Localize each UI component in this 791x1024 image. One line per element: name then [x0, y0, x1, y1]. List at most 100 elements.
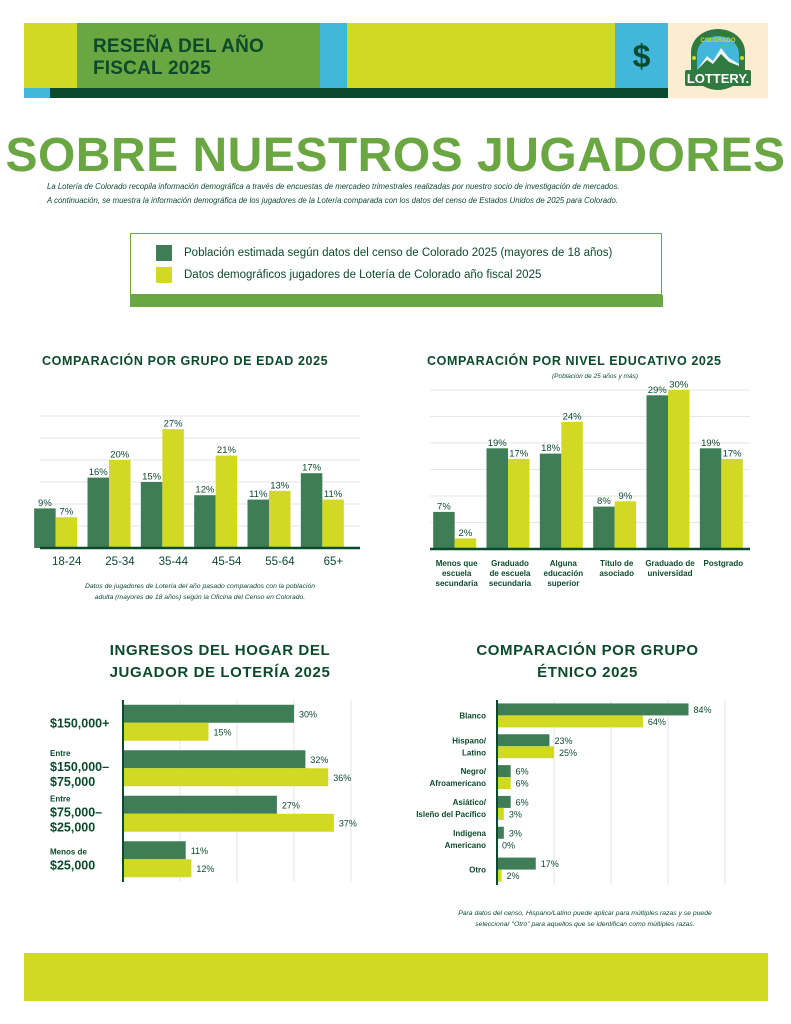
- income-chart-title: INGRESOS DEL HOGAR DEL JUGADOR DE LOTERÍ…: [30, 640, 410, 684]
- bar-census: [539, 453, 562, 549]
- category-label: Negro/: [461, 767, 487, 776]
- ethnic-chart-title: COMPARACIÓN POR GRUPO ÉTNICO 2025: [400, 640, 775, 684]
- data-label: 19%: [488, 438, 508, 449]
- bar-players: [215, 455, 238, 548]
- category-label: $25,000: [50, 858, 95, 872]
- data-label: 21%: [217, 445, 237, 456]
- data-label: 23%: [554, 736, 572, 746]
- bar-players: [497, 746, 554, 759]
- bar-players: [497, 807, 504, 820]
- category-label: 55-64: [265, 556, 295, 568]
- bar-players: [162, 429, 184, 548]
- legend-bottom-bar: [130, 295, 663, 307]
- data-label: 30%: [669, 380, 689, 391]
- age-chart: 9% 7% 18-24 16%20% 25-34 15% 27% 35-44 12% 21% 45-…: [34, 415, 360, 568]
- category-label: educación: [544, 569, 584, 578]
- bar-census: [646, 395, 668, 549]
- ethnic-note-line1: Para datos del censo, Hispano/Latino pue…: [458, 910, 712, 917]
- age-chart-title: COMPARACIÓN POR GRUPO DE EDAD 2025: [42, 354, 329, 368]
- bar-players: [614, 501, 637, 549]
- intro-line1: La Lotería de Colorado recopila informac…: [47, 182, 620, 191]
- bar-census: [497, 826, 504, 839]
- data-label: 17%: [723, 448, 743, 459]
- bar-census: [300, 473, 323, 548]
- data-label: 0%: [502, 840, 515, 850]
- bar-census: [123, 704, 294, 723]
- bar-census: [194, 495, 216, 548]
- category-label: 65+: [324, 556, 344, 568]
- legend-item-census: Población estimada según datos del censo…: [156, 245, 612, 261]
- legend: Población estimada según datos del censo…: [130, 233, 662, 295]
- category-label: 45-54: [212, 556, 242, 568]
- category-label: Graduado de: [645, 559, 695, 568]
- legend-label-census: Población estimada según datos del censo…: [184, 247, 613, 259]
- data-label: 17%: [509, 448, 529, 459]
- bar-players: [123, 722, 209, 741]
- header-title-block: [77, 23, 320, 88]
- header-block-yellow-wide: [347, 23, 615, 88]
- legend-swatch-census: [156, 245, 172, 261]
- header-title-line1: RESEÑA DEL AÑO: [93, 36, 265, 57]
- age-chart-note: Datos de jugadores de Lotería del año pa…: [40, 581, 360, 603]
- ethnic-note-line2: seleccionar "Otro" para aquellos que se …: [475, 921, 695, 928]
- data-label: 6%: [516, 779, 529, 789]
- legend-item-players: Datos demográficos jugadores de Lotería …: [156, 267, 541, 283]
- data-label: 19%: [701, 438, 721, 449]
- data-label: 2%: [507, 871, 520, 881]
- bar-census: [497, 765, 511, 778]
- colorado-lottery-logo: COLORADO LOTTERY.: [685, 29, 751, 90]
- page-title: SOBRE NUESTROS JUGADORES: [5, 129, 786, 182]
- category-label: Graduado: [491, 559, 529, 568]
- bar-census: [593, 506, 615, 549]
- data-label: 15%: [214, 727, 232, 737]
- income-title-line2: JUGADOR DE LOTERÍA 2025: [109, 664, 331, 681]
- category-label: $75,000–: [50, 805, 102, 819]
- bar-players: [721, 458, 743, 549]
- category-label: Americano: [445, 841, 486, 850]
- category-label: 25-34: [105, 556, 135, 568]
- data-label: 84%: [694, 705, 712, 715]
- footer-bar: [24, 953, 768, 1001]
- bar-census: [497, 734, 550, 747]
- data-label: 16%: [89, 467, 109, 478]
- category-label-small: Menos de: [50, 847, 87, 856]
- category-label: Alguna: [550, 559, 578, 568]
- category-label: escuela: [442, 569, 472, 578]
- dollar-icon: $: [632, 38, 651, 74]
- bar-census: [497, 795, 511, 808]
- header-title: RESEÑA DEL AÑO FISCAL 2025: [93, 36, 264, 80]
- legend-swatch-players: [156, 267, 172, 283]
- data-label: 7%: [437, 501, 451, 512]
- data-label: 13%: [270, 480, 290, 491]
- ethnic-title-line1: COMPARACIÓN POR GRUPO: [476, 642, 699, 659]
- category-label-small: Entre: [50, 794, 71, 803]
- data-label: 27%: [282, 800, 300, 810]
- intro-text: La Lotería de Colorado recopila informac…: [47, 180, 767, 208]
- bar-players: [109, 460, 131, 548]
- header-dark-band: [50, 88, 668, 98]
- legend-label-players: Datos demográficos jugadores de Lotería …: [184, 269, 542, 281]
- logo-top-text: COLORADO: [701, 38, 736, 44]
- data-label: 36%: [333, 773, 351, 783]
- data-label: 6%: [516, 767, 529, 777]
- data-label: 11%: [249, 489, 268, 500]
- data-label: 11%: [324, 489, 343, 500]
- category-label: de escuela: [490, 569, 531, 578]
- category-label: secundaria: [436, 579, 479, 588]
- ethnic-chart: 84% 64% Blanco 23% 25% Hispano/Latino 6% 6% Negr…: [416, 700, 726, 885]
- bar-census: [486, 448, 508, 549]
- bar-players: [123, 768, 329, 787]
- age-note-line1: Datos de jugadores de Lotería del año pa…: [84, 583, 316, 590]
- data-label: 3%: [509, 809, 522, 819]
- income-chart: 30%15%$150,000+32%36%Entre$150,000–$75,0…: [50, 700, 357, 882]
- bar-census: [497, 857, 536, 870]
- bar-players: [322, 499, 344, 548]
- bar-census: [140, 482, 163, 548]
- bar-players: [497, 869, 502, 882]
- bar-players: [668, 390, 690, 549]
- education-chart-subtitle: (Población de 25 años y más): [552, 373, 638, 380]
- data-label: 30%: [299, 709, 317, 719]
- category-label: Indígena: [453, 829, 486, 838]
- bar-census: [247, 499, 269, 548]
- data-label: 24%: [563, 411, 583, 422]
